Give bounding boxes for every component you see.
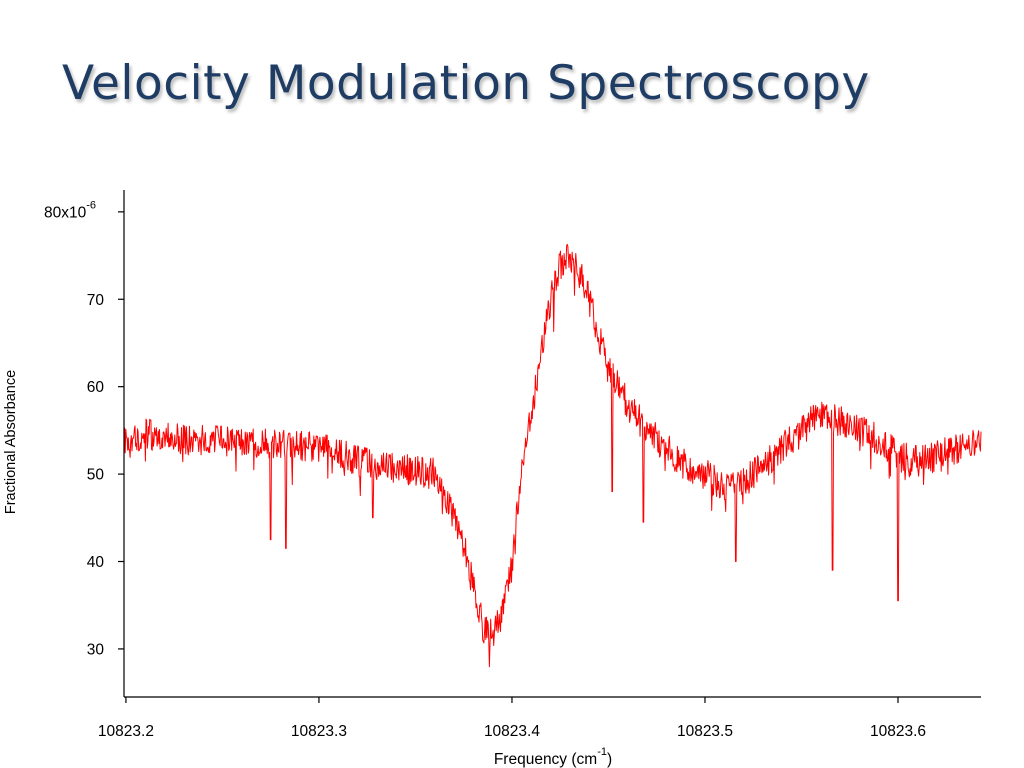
x-axis-label: Frequency (cm-1) [494,746,612,768]
spectrum-series-line [123,243,982,668]
y-tick-exponent: -6 [86,199,96,211]
x-tick-label: 10823.6 [870,723,926,740]
axes [123,190,981,698]
x-axis-label-main: Frequency (cm [494,751,597,768]
x-tick-label: 10823.5 [677,723,733,740]
slide-title: Velocity Modulation Spectroscopy [62,56,870,111]
x-tick-label: 10823.3 [291,723,347,740]
x-tick-label: 10823.4 [484,723,540,740]
y-tick-label: 80x10-6 [44,199,96,221]
y-tick-label: 30 [87,641,105,658]
x-axis-label-close: ) [607,751,612,768]
y-tick-label: 40 [87,554,105,571]
x-axis-label-sup: -1 [597,746,607,758]
y-tick-label: 50 [87,467,105,484]
x-tick-label: 10823.2 [98,723,154,740]
y-tick-label: 70 [87,292,105,309]
plot-area [123,243,982,668]
ticks: 10823.2 10823.3 10823.4 10823.5 10823.6 30 40 5… [44,199,926,740]
y-axis-label: Fractional Absorbance [3,370,19,514]
y-tick-label: 60 [87,379,105,396]
